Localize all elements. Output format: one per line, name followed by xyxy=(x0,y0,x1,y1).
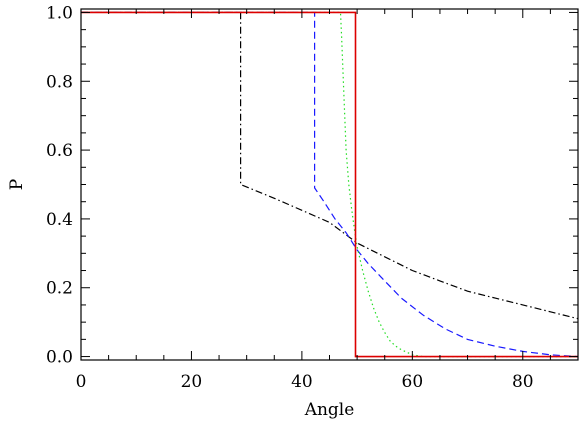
plot-lines xyxy=(81,11,579,358)
x-tick-label: 40 xyxy=(291,372,313,392)
series-line-3 xyxy=(81,11,578,358)
y-tick-label: 0.8 xyxy=(46,72,73,92)
x-tick-label: 0 xyxy=(76,372,87,392)
y-tick-label: 0.2 xyxy=(46,279,73,299)
series-line-1 xyxy=(81,11,579,320)
y-tick-label: 0.6 xyxy=(46,141,73,161)
series-line-2 xyxy=(81,11,579,358)
tick-labels: 0 20 40 60 80 0.0 0.2 0.4 0.6 0.8 1.0 xyxy=(46,3,534,392)
y-tick-label: 0.4 xyxy=(46,210,73,230)
plot-frame xyxy=(80,8,579,361)
x-tick-label: 60 xyxy=(402,372,424,392)
x-tick-label: 80 xyxy=(512,372,534,392)
x-tick-label: 20 xyxy=(181,372,203,392)
ticks xyxy=(80,9,578,360)
series-line-4 xyxy=(81,11,578,358)
y-axis-label: P xyxy=(7,179,27,190)
y-tick-label: 1.0 xyxy=(46,3,73,23)
x-axis-label: Angle xyxy=(304,400,355,420)
y-tick-label: 0.0 xyxy=(46,348,73,368)
